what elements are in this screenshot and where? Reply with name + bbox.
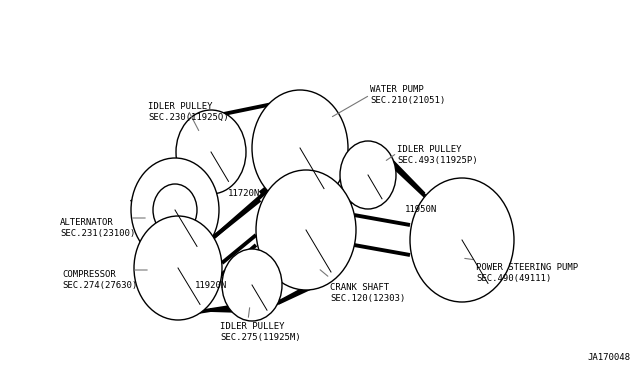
Text: IDLER PULLEY
SEC.493(11925P): IDLER PULLEY SEC.493(11925P) bbox=[397, 145, 477, 165]
Text: JA170048: JA170048 bbox=[587, 353, 630, 362]
Ellipse shape bbox=[410, 178, 514, 302]
Ellipse shape bbox=[256, 170, 356, 290]
Text: IDLER PULLEY
SEC.275(11925M): IDLER PULLEY SEC.275(11925M) bbox=[220, 322, 301, 342]
Ellipse shape bbox=[222, 249, 282, 321]
Ellipse shape bbox=[134, 216, 222, 320]
Ellipse shape bbox=[131, 158, 219, 262]
Text: CRANK SHAFT
SEC.120(12303): CRANK SHAFT SEC.120(12303) bbox=[330, 283, 405, 303]
Text: 11720N: 11720N bbox=[228, 189, 260, 198]
Text: POWER STEERING PUMP
SEC.490(49111): POWER STEERING PUMP SEC.490(49111) bbox=[476, 263, 578, 283]
Ellipse shape bbox=[176, 110, 246, 194]
Ellipse shape bbox=[340, 141, 396, 209]
Text: 11920N: 11920N bbox=[195, 280, 227, 289]
Text: IDLER PULLEY
SEC.230(11925Q): IDLER PULLEY SEC.230(11925Q) bbox=[148, 102, 228, 122]
Text: 11950N: 11950N bbox=[405, 205, 437, 215]
Ellipse shape bbox=[252, 90, 348, 206]
Text: WATER PUMP
SEC.210(21051): WATER PUMP SEC.210(21051) bbox=[370, 85, 445, 105]
Text: COMPRESSOR
SEC.274(27630): COMPRESSOR SEC.274(27630) bbox=[62, 270, 137, 290]
Text: ALTERNATOR
SEC.231(23100): ALTERNATOR SEC.231(23100) bbox=[60, 218, 135, 238]
